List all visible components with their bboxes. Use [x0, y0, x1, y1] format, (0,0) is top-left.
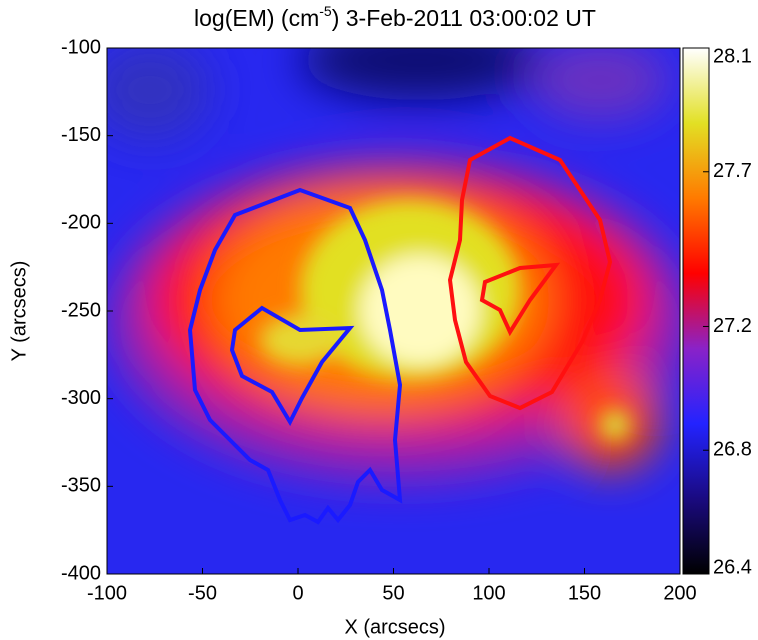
emission-map: [107, 48, 680, 574]
colorbar-tick-label: 27.7: [713, 160, 752, 182]
colorbar-tick-label: 27.2: [713, 315, 752, 337]
y-tick-label: -350: [61, 475, 101, 497]
colorbar-tick-label: 26.8: [713, 439, 752, 461]
chart-title: log(EM) (cm-5) 3-Feb-2011 03:00:02 UT: [194, 3, 596, 31]
title-superscript: -5: [319, 3, 332, 19]
contour: [229, 305, 355, 427]
x-axis-label: X (arcsecs): [344, 616, 445, 638]
y-tick-label: -250: [61, 299, 101, 321]
contour: [187, 187, 403, 525]
colorbar-tick-label: 26.4: [713, 556, 752, 578]
title-part: ) 3-Feb-2011 03:00:02 UT: [332, 5, 596, 31]
x-tick-label: 150: [568, 582, 601, 604]
x-tick-label: -100: [87, 582, 127, 604]
x-tick-label: 200: [663, 582, 696, 604]
y-tick-label: -200: [61, 212, 101, 234]
x-tick-label: 100: [472, 582, 505, 604]
y-tick-label: -100: [61, 36, 101, 58]
y-tick-label: -300: [61, 387, 101, 409]
x-tick-label: 50: [382, 582, 404, 604]
colorbar: [682, 47, 710, 575]
title-part: log(EM) (cm: [194, 5, 319, 31]
contour: [479, 262, 561, 337]
contour: [447, 135, 613, 411]
y-tick-label: -150: [61, 124, 101, 146]
x-tick-label: 0: [292, 582, 303, 604]
y-tick-label: -400: [61, 562, 101, 584]
x-tick-label: -50: [188, 582, 217, 604]
y-axis-label: Y (arcsecs): [8, 261, 30, 362]
colorbar-tick-label: 28.1: [713, 45, 752, 67]
